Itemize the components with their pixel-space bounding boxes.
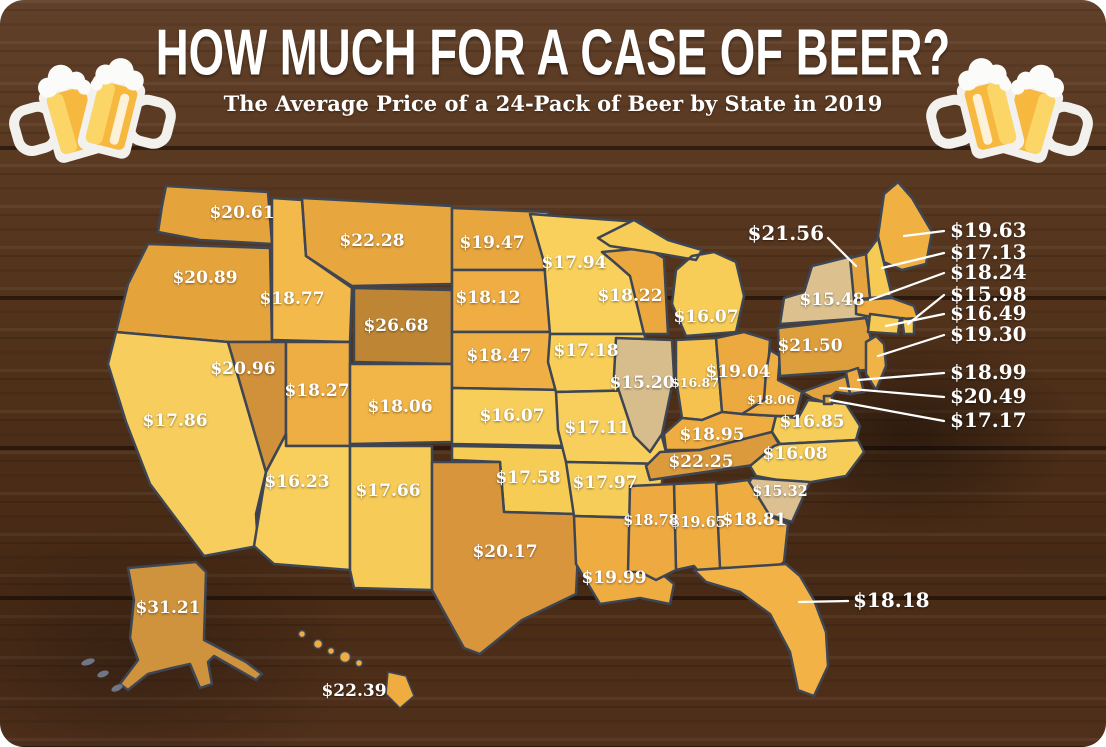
price-label-montana: $22.28 — [339, 231, 404, 251]
state-washington — [156, 184, 274, 246]
state-michigan — [596, 218, 746, 338]
price-label-minnesota: $17.94 — [541, 253, 606, 273]
price-label-iowa: $17.18 — [553, 341, 618, 361]
price-label-idaho: $18.77 — [259, 289, 324, 309]
state-alaska — [118, 560, 264, 692]
states-layer — [81, 180, 934, 710]
state-new-jersey — [864, 334, 888, 392]
price-label-michigan: $16.07 — [673, 307, 738, 327]
callout-label-florida: $18.18 — [853, 588, 930, 612]
price-label-california: $17.86 — [142, 411, 207, 431]
price-label-north-carolina: $16.08 — [762, 444, 827, 464]
price-label-arizona: $16.23 — [264, 472, 329, 492]
price-label-colorado: $18.06 — [367, 397, 432, 417]
price-label-kansas: $16.07 — [479, 406, 544, 426]
state-new-mexico — [348, 444, 434, 592]
callout-label-vermont: $21.56 — [747, 221, 824, 245]
price-label-kentucky: $18.95 — [679, 425, 744, 445]
state-texas — [430, 460, 580, 656]
callouts-layer: $21.56 $19.63 $17.13 $18.24 $15.98 $16.4… — [747, 218, 1026, 612]
price-label-north-dakota: $19.47 — [459, 233, 524, 253]
price-label-arkansas: $17.97 — [572, 473, 637, 493]
aleutian-islands — [81, 658, 123, 692]
callout-line-new-hampshire — [880, 251, 946, 270]
state-district-of-columbia — [822, 394, 834, 406]
price-label-wyoming: $26.68 — [363, 316, 428, 336]
price-label-alabama: $19.65 — [670, 514, 726, 531]
price-label-nebraska: $18.47 — [466, 346, 531, 366]
callout-label-new-jersey: $19.30 — [950, 322, 1027, 346]
price-label-alaska: $31.21 — [135, 598, 200, 618]
callout-line-district-of-columbia — [828, 398, 946, 423]
callout-label-new-hampshire: $17.13 — [950, 240, 1027, 264]
price-label-tennessee: $22.25 — [668, 452, 733, 472]
price-label-west-virginia: $18.06 — [747, 392, 795, 407]
header: HOW MUCH FOR A CASE OF BEER? The Average… — [0, 16, 1106, 116]
price-label-texas: $20.17 — [472, 542, 537, 562]
page-title: HOW MUCH FOR A CASE OF BEER? — [155, 16, 951, 89]
callout-line-new-jersey — [876, 333, 946, 358]
price-label-hawaii: $22.39 — [321, 681, 386, 701]
callout-label-maryland: $20.49 — [950, 384, 1027, 408]
callout-label-connecticut: $16.49 — [950, 301, 1027, 325]
callout-label-rhode-island: $15.98 — [950, 282, 1027, 306]
price-label-georgia: $18.81 — [721, 510, 786, 530]
price-label-louisiana: $19.99 — [581, 568, 646, 588]
callout-label-delaware: $18.99 — [950, 360, 1027, 384]
page-subtitle: The Average Price of a 24-Pack of Beer b… — [223, 91, 883, 116]
callout-line-vermont — [826, 236, 858, 268]
state-oregon — [114, 242, 274, 344]
price-label-ohio: $19.04 — [705, 362, 770, 382]
callout-label-district-of-columbia: $17.17 — [950, 408, 1027, 432]
callout-label-maine: $19.63 — [950, 218, 1027, 242]
price-label-pennsylvania: $21.50 — [777, 336, 842, 356]
price-label-missouri: $17.11 — [564, 418, 629, 438]
state-illinois — [612, 336, 676, 454]
callout-line-maryland — [838, 386, 946, 399]
callout-line-connecticut — [884, 312, 946, 328]
state-new-hampshire — [864, 236, 894, 300]
callout-line-maine — [902, 229, 946, 238]
price-label-oklahoma: $17.58 — [495, 468, 560, 488]
state-florida — [692, 562, 830, 698]
price-label-new-york: $15.48 — [799, 290, 864, 310]
state-maryland — [800, 374, 852, 404]
price-label-south-dakota: $18.12 — [455, 288, 520, 308]
state-mississippi — [626, 482, 678, 582]
state-montana — [300, 196, 454, 288]
price-label-oregon: $20.89 — [172, 268, 237, 288]
price-label-new-mexico: $17.66 — [355, 481, 420, 501]
callout-line-florida — [797, 599, 850, 604]
price-label-indiana: $16.87 — [671, 375, 719, 390]
price-labels-layer: $20.61 $20.89 $17.86 $18.77 $22.28 $26.6… — [135, 203, 864, 701]
price-label-virginia: $16.85 — [779, 412, 844, 432]
callout-label-massachusetts: $18.24 — [950, 260, 1027, 284]
callout-line-delaware — [856, 371, 946, 382]
price-label-washington: $20.61 — [209, 203, 274, 223]
price-label-wisconsin: $18.22 — [597, 286, 662, 306]
state-hawaii — [297, 629, 415, 710]
price-label-illinois: $15.20 — [609, 373, 674, 393]
state-connecticut — [866, 312, 902, 336]
callout-line-massachusetts — [868, 271, 946, 302]
price-label-mississippi: $18.78 — [623, 512, 679, 529]
price-label-south-carolina: $15.32 — [752, 483, 808, 500]
price-label-utah: $18.27 — [284, 381, 349, 401]
price-label-nevada: $20.96 — [210, 359, 275, 379]
